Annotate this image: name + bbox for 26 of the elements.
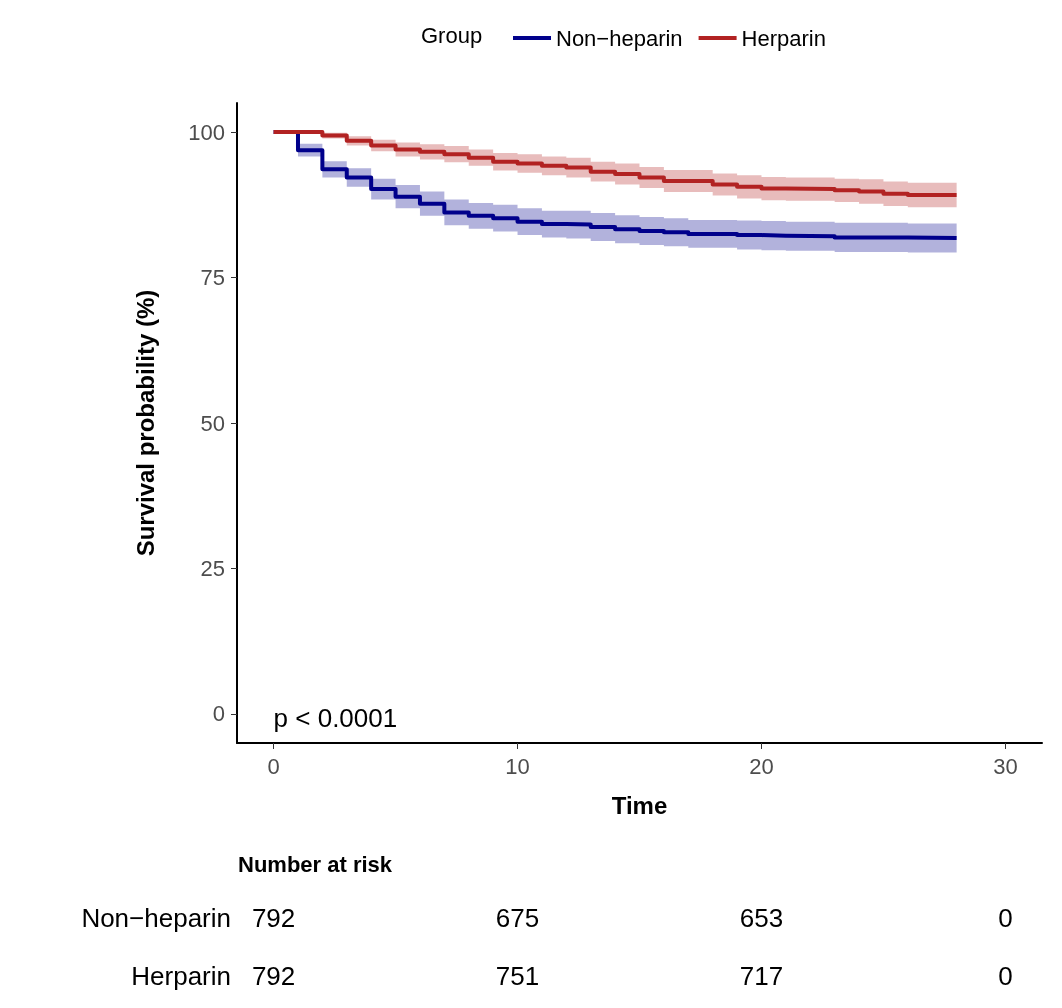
text: 751: [495, 961, 540, 991]
x-tick-label: 20: [749, 753, 774, 779]
y-tick-label: 0: [212, 701, 225, 727]
legend-title: Group: [421, 22, 483, 48]
legend-label: Non−heparin: [556, 25, 683, 51]
text: 0: [998, 961, 1013, 991]
text: 675: [495, 903, 540, 933]
y-tick-label: 25: [200, 555, 225, 581]
x-axis-title: Time: [611, 791, 668, 819]
text: 792: [251, 903, 296, 933]
text: Herparin: [131, 961, 231, 991]
text: 792: [251, 961, 296, 991]
text: Non−heparin: [81, 903, 231, 933]
legend-label: Herparin: [741, 25, 826, 51]
text: Number at risk: [238, 851, 393, 877]
x-tick-label: 10: [505, 753, 530, 779]
text: 653: [739, 903, 784, 933]
y-tick-label: 100: [188, 119, 225, 145]
y-tick-label: 50: [200, 410, 225, 436]
y-tick-label: 75: [200, 265, 225, 291]
x-tick-label: 0: [267, 753, 280, 779]
x-tick-label: 30: [993, 753, 1018, 779]
text: 0: [998, 903, 1013, 933]
text: 717: [739, 961, 784, 991]
annotation: p < 0.0001: [273, 703, 398, 733]
y-axis-title: Survival probability (%): [131, 289, 159, 557]
